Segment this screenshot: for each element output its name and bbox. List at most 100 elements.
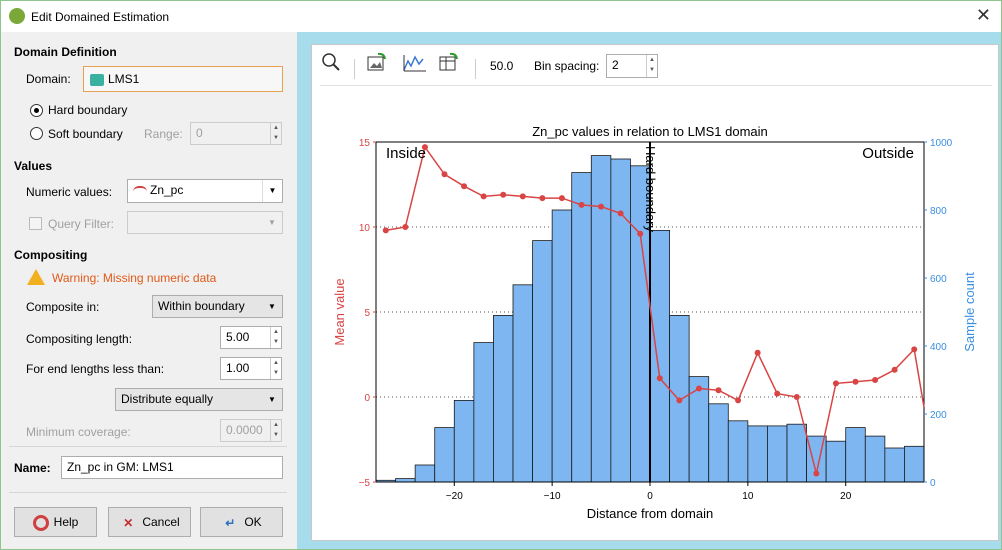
divider xyxy=(9,446,287,447)
mean-point xyxy=(558,195,565,202)
zoom-tool[interactable] xyxy=(320,51,342,81)
warning-icon xyxy=(27,269,45,285)
bin-spacing-spinner[interactable]: ▲ ▼ xyxy=(646,55,657,77)
settings-panel: Domain Definition Domain: LMS1 Hard boun… xyxy=(1,32,297,549)
x-tick-label: −10 xyxy=(544,491,561,502)
histogram-bar xyxy=(767,425,788,483)
toolbar-divider xyxy=(320,85,992,86)
histogram-bar xyxy=(532,240,553,483)
compositing-length-input[interactable]: 5.00 ▲ ▼ xyxy=(220,326,282,349)
mean-point xyxy=(480,193,487,200)
histogram-bar xyxy=(571,172,592,483)
chevron-down-icon[interactable]: ▼ xyxy=(268,395,276,404)
zoom-icon[interactable] xyxy=(320,51,342,73)
x-tick-label: 10 xyxy=(742,491,754,502)
length-spinner[interactable]: ▲ ▼ xyxy=(270,327,281,348)
hard-boundary-label[interactable]: Hard boundary xyxy=(48,103,128,117)
x-tick-label: −20 xyxy=(446,491,463,502)
mean-point xyxy=(813,470,820,477)
minimum-coverage-label: Minimum coverage: xyxy=(26,425,131,439)
domain-definition-heading: Domain Definition xyxy=(14,45,117,59)
y-right-tick-label: 1000 xyxy=(930,138,953,149)
query-filter-checkbox xyxy=(29,217,42,230)
compositing-heading: Compositing xyxy=(14,248,88,262)
x-tick-label: 20 xyxy=(840,491,852,502)
export-table-button[interactable] xyxy=(438,51,460,81)
chevron-down-icon[interactable]: ▼ xyxy=(262,180,282,202)
boundary-label: Hard boundary xyxy=(643,146,658,232)
soft-boundary-label[interactable]: Soft boundary xyxy=(48,127,123,141)
mean-point xyxy=(695,385,702,392)
end-length-value: 1.00 xyxy=(226,361,250,375)
boundary-analysis-area: 50.0 Bin spacing: 2 ▲ ▼ Zn_pc values in r… xyxy=(297,32,1001,549)
mean-point xyxy=(735,397,742,404)
cancel-label: Cancel xyxy=(142,515,180,529)
mean-point xyxy=(754,349,761,356)
histogram-bar xyxy=(473,342,494,483)
toolbar-separator xyxy=(475,59,476,79)
help-button[interactable]: Help xyxy=(14,507,97,537)
end-length-label: For end lengths less than: xyxy=(26,362,165,376)
numeric-values-select[interactable]: Zn_pc ▼ xyxy=(127,179,283,203)
distribute-value: Distribute equally xyxy=(121,392,214,406)
query-filter-select: ▼ xyxy=(127,211,283,234)
y-left-tick-label: 10 xyxy=(359,223,371,234)
mean-point xyxy=(832,380,839,387)
mean-point xyxy=(519,193,526,200)
mean-point xyxy=(891,366,898,373)
bin-spacing-input[interactable]: 2 ▲ ▼ xyxy=(606,54,658,78)
toolbar-separator xyxy=(354,59,355,79)
compositing-length-value: 5.00 xyxy=(226,330,250,344)
mean-point xyxy=(617,210,624,217)
domain-select[interactable]: LMS1 xyxy=(83,66,283,92)
composite-in-value: Within boundary xyxy=(158,299,245,313)
y-left-tick-label: 5 xyxy=(364,308,370,319)
end-length-input[interactable]: 1.00 ▲ ▼ xyxy=(220,357,282,380)
inside-label: Inside xyxy=(386,145,426,162)
hard-boundary-radio[interactable] xyxy=(30,104,43,117)
domain-value: LMS1 xyxy=(108,72,140,86)
name-label: Name: xyxy=(14,461,51,475)
y-left-tick-label: −5 xyxy=(359,478,371,489)
mean-point xyxy=(872,377,879,383)
histogram-bar xyxy=(727,420,749,483)
cancel-button[interactable]: ✕ Cancel xyxy=(108,507,191,537)
zoom-value: 50.0 xyxy=(490,59,514,73)
histogram-bar xyxy=(825,440,847,483)
minimum-coverage-value: 0.0000 xyxy=(226,423,263,437)
histogram-bar xyxy=(493,314,514,483)
histogram-bar xyxy=(434,427,455,483)
ok-button[interactable]: ↵ OK xyxy=(200,507,283,537)
name-value: Zn_pc in GM: LMS1 xyxy=(67,460,174,474)
soft-boundary-radio[interactable] xyxy=(30,127,43,140)
mean-point xyxy=(402,224,409,230)
export-chart-button[interactable] xyxy=(402,51,428,81)
distribute-select[interactable]: Distribute equally ▼ xyxy=(115,388,283,411)
histogram-bar xyxy=(747,425,768,483)
end-length-spinner[interactable]: ▲ ▼ xyxy=(270,358,281,379)
chevron-down-icon: ▼ xyxy=(268,218,276,227)
export-chart-icon xyxy=(403,55,426,72)
close-icon[interactable]: ✕ xyxy=(975,5,991,25)
composite-in-label: Composite in: xyxy=(26,300,100,314)
y-right-tick-label: 200 xyxy=(930,410,947,421)
mean-point xyxy=(637,230,644,237)
name-input[interactable]: Zn_pc in GM: LMS1 xyxy=(61,456,283,479)
chevron-down-icon[interactable]: ▼ xyxy=(268,302,276,311)
range-label: Range: xyxy=(144,127,183,141)
range-input: 0 ▲ ▼ xyxy=(190,122,282,145)
export-image-button[interactable] xyxy=(366,51,388,81)
values-heading: Values xyxy=(14,159,53,173)
mean-point xyxy=(500,191,507,198)
y-right-tick-label: 0 xyxy=(930,478,936,489)
histogram-bar xyxy=(551,209,573,483)
mean-point xyxy=(539,195,546,202)
histogram-bar xyxy=(414,464,436,483)
warning-text: Warning: Missing numeric data xyxy=(52,271,217,285)
histogram-bar xyxy=(708,403,729,483)
histogram-bar xyxy=(649,229,670,483)
mean-point xyxy=(441,171,448,178)
mean-point xyxy=(578,201,585,208)
composite-in-select[interactable]: Within boundary ▼ xyxy=(152,295,283,318)
